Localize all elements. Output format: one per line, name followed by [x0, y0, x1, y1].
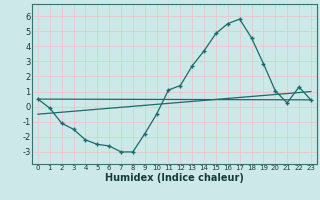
- X-axis label: Humidex (Indice chaleur): Humidex (Indice chaleur): [105, 173, 244, 183]
